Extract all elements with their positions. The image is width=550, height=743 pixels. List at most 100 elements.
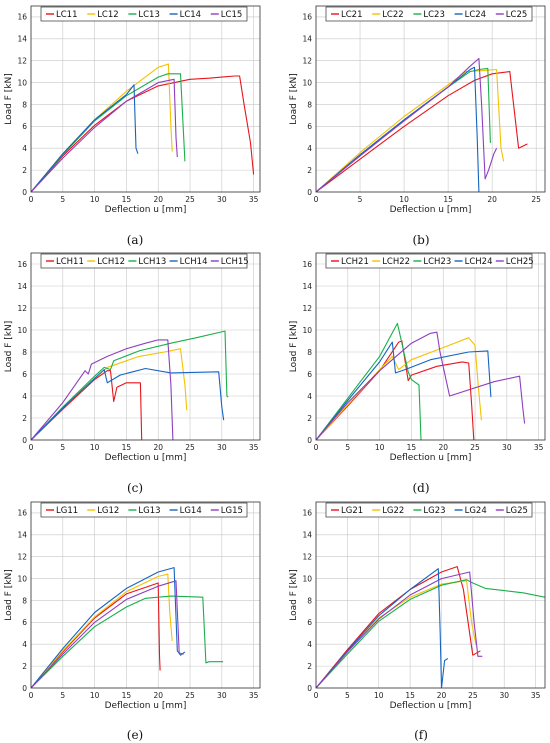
legend: LG11 LG12 LG13 LG14 LG15: [40, 502, 248, 518]
series-line-lc22: [316, 68, 505, 192]
x-tick-label: 15: [407, 443, 417, 452]
x-tick-label: 10: [374, 691, 384, 700]
x-tick-label: 30: [217, 443, 227, 452]
x-axis-label: Deflection u [mm]: [105, 701, 187, 711]
series-line-lc14: [31, 84, 139, 192]
panel-caption: (d): [412, 481, 429, 495]
x-tick-label: 5: [345, 443, 350, 452]
x-tick-label: 15: [122, 691, 132, 700]
series-line-lch25: [316, 331, 526, 440]
series-line-lch11: [31, 370, 143, 440]
y-tick-label: 16: [17, 13, 27, 22]
legend: LG21 LG22 LG23 LG24 LG25: [325, 502, 533, 518]
panel-caption: (b): [412, 233, 429, 247]
x-tick-label: 30: [217, 195, 227, 204]
legend: LCH21 LCH22 LCH23 LCH24 LCH25: [325, 253, 534, 269]
y-tick-label: 8: [307, 596, 312, 605]
x-tick-label: 0: [314, 443, 319, 452]
x-tick-label: 25: [185, 691, 195, 700]
legend-entry: LCH11: [56, 257, 84, 267]
legend-entry: LCH21: [341, 257, 369, 267]
x-tick-label: 25: [468, 691, 478, 700]
y-tick-label: 2: [22, 166, 27, 175]
x-axis-label: Deflection u [mm]: [105, 205, 187, 215]
x-tick-label: 25: [470, 443, 480, 452]
legend-box: [325, 502, 533, 518]
x-tick-label: 15: [443, 195, 453, 204]
y-tick-label: 2: [22, 414, 27, 423]
y-tick-label: 2: [307, 166, 312, 175]
x-tick-label: 0: [29, 195, 34, 204]
legend-entry: LG14: [180, 506, 202, 516]
y-tick-label: 14: [17, 531, 27, 540]
legend-box: [325, 253, 533, 269]
legend-entry: LG13: [138, 506, 160, 516]
y-tick-label: 14: [302, 282, 312, 291]
y-axis-label: Load F [kN]: [289, 321, 299, 372]
x-tick-label: 10: [375, 443, 385, 452]
series-line-lg11: [31, 582, 161, 688]
y-tick-label: 16: [302, 260, 312, 269]
y-tick-label: 6: [307, 618, 312, 627]
legend-entry: LCH12: [97, 257, 125, 267]
legend: LC21 LC22 LC23 LC24 LC25: [325, 6, 533, 22]
y-tick-label: 10: [302, 326, 312, 335]
series-line-lc25: [316, 57, 498, 192]
series-line-lc11: [31, 75, 255, 192]
y-tick-label: 10: [302, 574, 312, 583]
x-axis-label: Deflection u [mm]: [390, 701, 472, 711]
y-tick-label: 16: [17, 260, 27, 269]
series-group: [31, 567, 224, 688]
y-tick-label: 2: [307, 662, 312, 671]
plot-frame: [315, 501, 546, 689]
legend: LCH11 LCH12 LCH13 LCH14 LCH15: [40, 253, 249, 269]
y-tick-label: 12: [302, 57, 312, 66]
y-tick-label: 0: [307, 188, 312, 197]
y-tick-label: 8: [22, 596, 27, 605]
x-tick-label: 5: [345, 691, 350, 700]
x-tick-label: 10: [90, 195, 100, 204]
series-line-lch12: [31, 348, 188, 440]
legend-entry: LC21: [341, 10, 363, 20]
y-tick-label: 16: [302, 13, 312, 22]
y-tick-label: 10: [17, 326, 27, 335]
x-tick-label: 25: [185, 443, 195, 452]
x-tick-label: 30: [502, 443, 512, 452]
y-tick-label: 2: [307, 414, 312, 423]
legend-entry: LC25: [506, 10, 528, 20]
series-line-lch23: [316, 322, 422, 440]
y-tick-label: 0: [22, 684, 27, 693]
y-tick-label: 14: [302, 531, 312, 540]
series-line-lg12: [31, 573, 173, 688]
x-tick-label: 5: [60, 691, 65, 700]
series-line-lch14: [31, 367, 225, 440]
legend-entry: LC24: [465, 10, 487, 20]
x-tick-label: 25: [531, 195, 541, 204]
x-tick-label: 20: [153, 691, 163, 700]
panel-caption: (f): [414, 728, 428, 742]
x-tick-label: 15: [122, 195, 132, 204]
series-line-lg23: [316, 579, 545, 688]
x-tick-label: 35: [249, 691, 259, 700]
y-tick-label: 0: [22, 188, 27, 197]
y-tick-label: 8: [22, 348, 27, 357]
legend-box: [325, 6, 533, 22]
x-tick-label: 20: [438, 443, 448, 452]
x-tick-label: 0: [29, 691, 34, 700]
y-tick-label: 14: [17, 282, 27, 291]
y-axis-label: Load F [kN]: [289, 569, 299, 620]
x-tick-label: 35: [531, 691, 541, 700]
y-tick-label: 6: [22, 618, 27, 627]
x-axis-label: Deflection u [mm]: [390, 205, 472, 215]
legend-entry: LG23: [423, 506, 445, 516]
series-line-lc21: [316, 71, 528, 192]
plot-frame: [30, 501, 261, 689]
legend-entry: LC13: [138, 10, 160, 20]
series-line-lch15: [31, 339, 174, 440]
